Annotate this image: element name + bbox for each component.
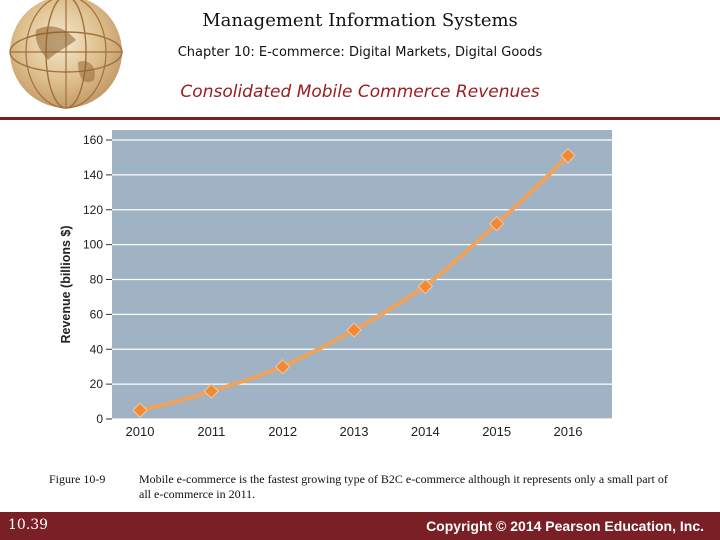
x-tick-label: 2013: [340, 424, 369, 439]
x-tick-label: 2012: [268, 424, 297, 439]
y-tick-label: 80: [90, 273, 104, 287]
data-point-marker: [346, 322, 362, 338]
x-tick-label: 2010: [126, 424, 155, 439]
figure-caption: Mobile e-commerce is the fastest growing…: [139, 472, 668, 501]
revenue-chart: 0 20 40 60 80 100 120 140 160 2010 2011 2012 2013 201…: [50, 124, 650, 449]
copyright-notice: Copyright © 2014 Pearson Education, Inc.: [426, 518, 704, 534]
y-axis-label: Revenue (billions $): [59, 225, 73, 343]
slide-heading: Consolidated Mobile Commerce Revenues: [180, 82, 540, 102]
header-divider: [0, 117, 720, 120]
chapter-subtitle: Chapter 10: E-commerce: Digital Markets,…: [177, 45, 543, 60]
x-tick-label: 2015: [482, 424, 511, 439]
y-tick-label: 0: [96, 412, 103, 426]
x-tick-label: 2016: [554, 424, 583, 439]
y-tick-label: 20: [90, 377, 104, 391]
x-tick-label: 2014: [411, 424, 440, 439]
y-tick-label: 140: [83, 168, 103, 182]
footer-bar: 10.39 Copyright © 2014 Pearson Education…: [0, 512, 720, 540]
data-point-marker: [560, 147, 576, 164]
data-point-marker: [132, 402, 148, 418]
plot-area: [112, 130, 612, 419]
y-tick-label: 120: [83, 203, 103, 217]
y-tick-label: 60: [90, 307, 104, 321]
slide-number: 10.39: [8, 517, 49, 533]
y-tick-label: 100: [83, 238, 103, 252]
x-tick-label: 2011: [197, 424, 225, 439]
y-tick-label: 160: [83, 133, 103, 147]
data-point-marker: [417, 278, 434, 295]
y-tick-label: 40: [90, 342, 104, 356]
figure-label: Figure 10-9: [49, 472, 106, 486]
course-title: Management Information Systems: [202, 10, 518, 31]
data-point-marker: [203, 383, 220, 399]
data-point-marker: [488, 215, 505, 232]
chart-svg: 0 20 40 60 80 100 120 140 160 2010 2011 2012 2013 201…: [59, 130, 612, 439]
data-point-marker: [274, 358, 291, 375]
globe-logo-icon: [9, 0, 123, 109]
